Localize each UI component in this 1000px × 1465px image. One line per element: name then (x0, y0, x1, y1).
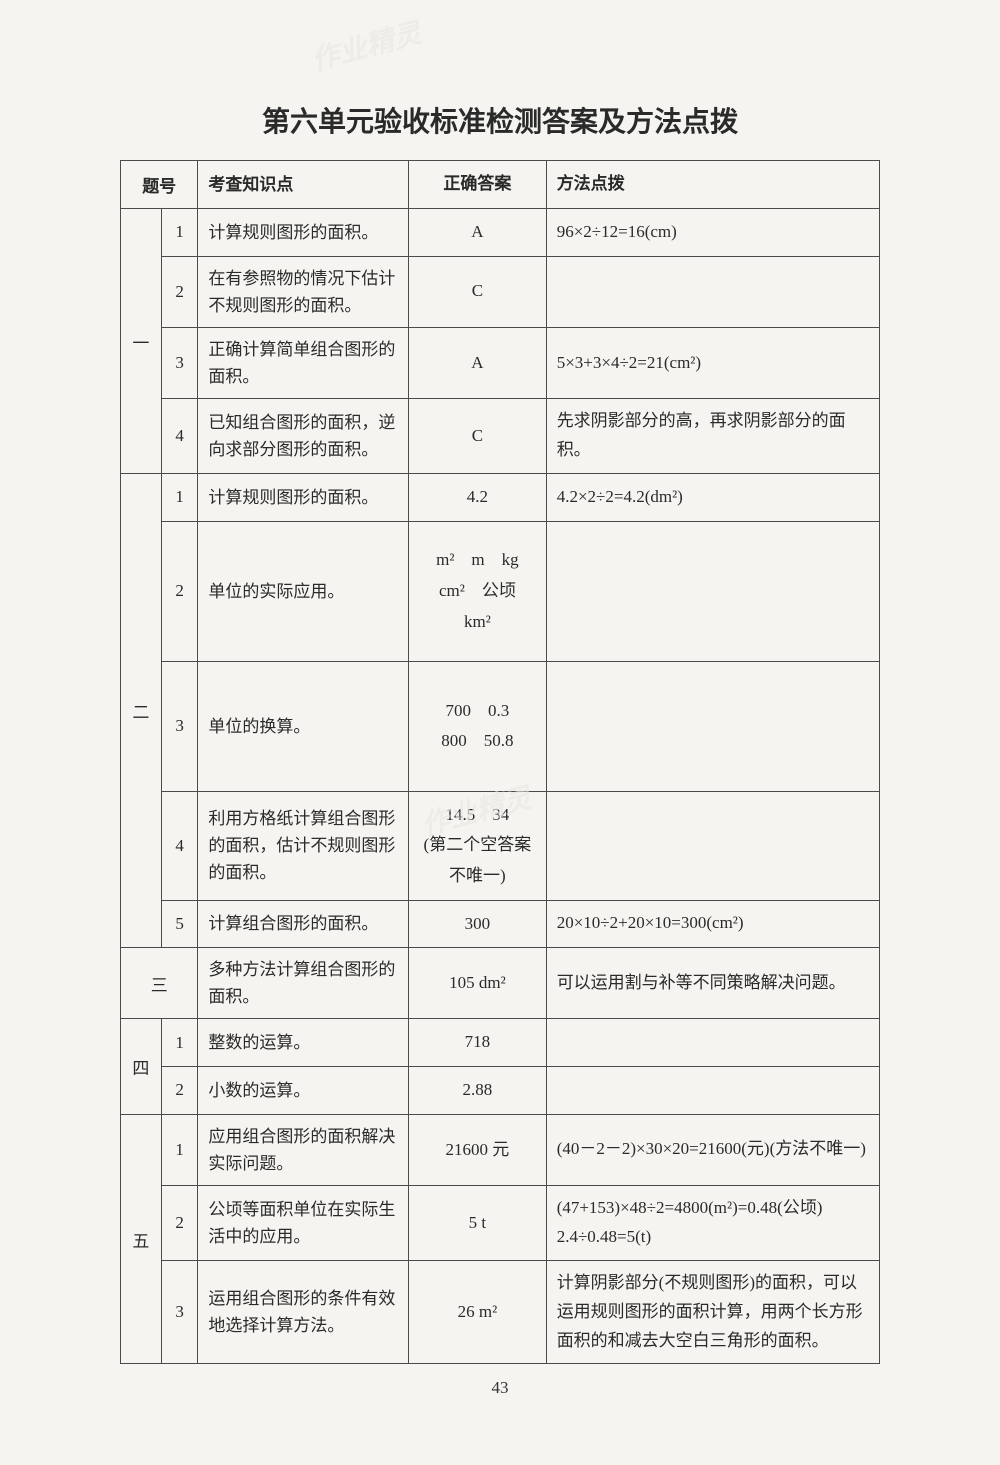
row-answer: C (409, 256, 547, 327)
row-topic: 计算组合图形的面积。 (198, 900, 409, 948)
header-topic: 考查知识点 (198, 161, 409, 209)
row-topic: 在有参照物的情况下估计不规则图形的面积。 (198, 256, 409, 327)
row-hint: 可以运用割与补等不同策略解决问题。 (546, 948, 879, 1019)
page-title: 第六单元验收标准检测答案及方法点拨 (0, 100, 1000, 140)
row-topic: 运用组合图形的条件有效地选择计算方法。 (198, 1260, 409, 1364)
row-topic: 单位的换算。 (198, 661, 409, 791)
row-num: 4 (161, 791, 198, 900)
row-answer: A (409, 327, 547, 398)
row-answer: 5 t (409, 1186, 547, 1261)
row-answer: 718 (409, 1019, 547, 1067)
row-answer: m² m kg cm² 公顷 km² (409, 521, 547, 661)
header-answer: 正确答案 (409, 161, 547, 209)
row-hint: 先求阴影部分的高，再求阴影部分的面积。 (546, 399, 879, 474)
group-3: 三 (121, 948, 198, 1019)
row-topic: 正确计算简单组合图形的面积。 (198, 327, 409, 398)
row-num: 2 (161, 1186, 198, 1261)
header-group: 题号 (121, 161, 198, 209)
row-num: 3 (161, 661, 198, 791)
row-num: 2 (161, 256, 198, 327)
row-topic: 应用组合图形的面积解决实际问题。 (198, 1114, 409, 1185)
row-hint: 计算阴影部分(不规则图形)的面积，可以运用规则图形的面积计算，用两个长方形面积的… (546, 1260, 879, 1364)
row-hint: 20×10÷2+20×10=300(cm²) (546, 900, 879, 948)
row-answer: 4.2 (409, 474, 547, 522)
row-num: 4 (161, 399, 198, 474)
row-answer: 14.5 34 (第二个空答案不唯一) (409, 791, 547, 900)
row-hint: (47+153)×48÷2=4800(m²)=0.48(公顷) 2.4÷0.48… (546, 1186, 879, 1261)
row-num: 5 (161, 900, 198, 948)
header-hint: 方法点拨 (546, 161, 879, 209)
row-answer: A (409, 209, 547, 257)
row-answer: 700 0.3 800 50.8 (409, 661, 547, 791)
row-hint: 96×2÷12=16(cm) (546, 209, 879, 257)
row-answer: 21600 元 (409, 1114, 547, 1185)
row-hint (546, 521, 879, 661)
row-topic: 计算规则图形的面积。 (198, 474, 409, 522)
row-topic: 单位的实际应用。 (198, 521, 409, 661)
row-hint (546, 1019, 879, 1067)
row-answer: C (409, 399, 547, 474)
row-hint: 5×3+3×4÷2=21(cm²) (546, 327, 879, 398)
row-answer: 2.88 (409, 1067, 547, 1115)
row-num: 1 (161, 1019, 198, 1067)
row-topic: 已知组合图形的面积，逆向求部分图形的面积。 (198, 399, 409, 474)
row-num: 1 (161, 209, 198, 257)
row-hint: (40－2－2)×30×20=21600(元)(方法不唯一) (546, 1114, 879, 1185)
row-topic: 小数的运算。 (198, 1067, 409, 1115)
row-hint (546, 256, 879, 327)
row-num: 2 (161, 521, 198, 661)
row-num: 1 (161, 474, 198, 522)
row-topic: 多种方法计算组合图形的面积。 (198, 948, 409, 1019)
row-topic: 计算规则图形的面积。 (198, 209, 409, 257)
group-4: 四 (121, 1019, 162, 1114)
row-topic: 利用方格纸计算组合图形的面积，估计不规则图形的面积。 (198, 791, 409, 900)
page-number: 43 (0, 1378, 1000, 1398)
row-num: 1 (161, 1114, 198, 1185)
row-num: 3 (161, 327, 198, 398)
row-answer: 105 dm² (409, 948, 547, 1019)
row-num: 3 (161, 1260, 198, 1364)
group-5: 五 (121, 1114, 162, 1364)
row-answer: 300 (409, 900, 547, 948)
group-2: 二 (121, 474, 162, 948)
row-num: 2 (161, 1067, 198, 1115)
group-1: 一 (121, 209, 162, 474)
row-topic: 公顷等面积单位在实际生活中的应用。 (198, 1186, 409, 1261)
row-hint: 4.2×2÷2=4.2(dm²) (546, 474, 879, 522)
row-hint (546, 1067, 879, 1115)
row-topic: 整数的运算。 (198, 1019, 409, 1067)
watermark: 作业精灵 (307, 11, 426, 79)
row-hint (546, 791, 879, 900)
row-hint (546, 661, 879, 791)
row-answer: 26 m² (409, 1260, 547, 1364)
answer-table: 题号 考查知识点 正确答案 方法点拨 一 1 计算规则图形的面积。 A 96×2… (120, 160, 880, 1364)
